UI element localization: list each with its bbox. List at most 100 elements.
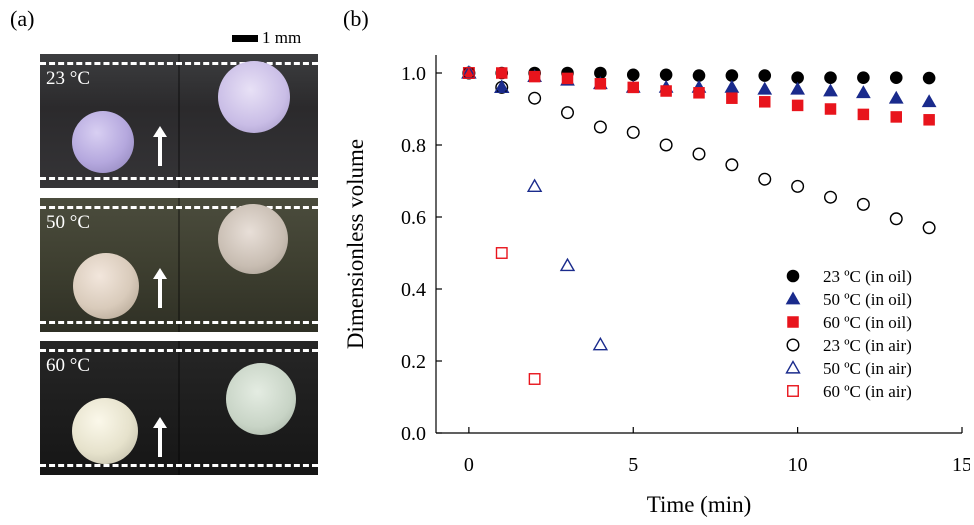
dashed-line-bottom <box>40 321 318 324</box>
legend-marker <box>787 316 799 328</box>
data-point-series-0 <box>857 71 870 84</box>
photo-temperature-label: 23 °C <box>46 68 91 89</box>
data-point-series-3 <box>758 172 772 186</box>
x-axis-title: Time (min) <box>647 492 752 517</box>
y-tick-label: 0.8 <box>401 135 426 157</box>
photo-50c: 50 °C <box>40 198 318 332</box>
data-point-series-2 <box>594 78 607 90</box>
x-tick-label: 15 <box>952 454 970 476</box>
photo-temperature-label: 50 °C <box>46 212 91 233</box>
data-point-series-3 <box>725 158 739 172</box>
data-point-series-5 <box>462 67 475 79</box>
legend-label: 50 ºC (in air) <box>823 359 912 378</box>
legend-marker <box>786 338 800 352</box>
dashed-line-bottom <box>40 177 318 180</box>
data-point-series-2 <box>561 72 574 85</box>
droplet-after <box>218 61 290 133</box>
data-point-series-0 <box>725 69 739 82</box>
data-point-series-0 <box>626 68 640 82</box>
legend-label: 23 ºC (in air) <box>823 336 912 355</box>
x-tick-label: 0 <box>464 454 474 476</box>
data-point-series-4 <box>526 178 543 192</box>
dashed-line-top <box>40 206 318 209</box>
y-axis-title: Dimensionless volume <box>343 139 368 349</box>
data-point-series-2 <box>791 99 804 112</box>
legend-marker <box>786 269 800 283</box>
data-point-series-2 <box>528 70 541 83</box>
data-point-series-1 <box>757 81 773 95</box>
y-tick-label: 0.0 <box>401 423 426 445</box>
data-point-series-4 <box>592 336 609 351</box>
legend-marker <box>785 291 801 305</box>
y-tick-label: 1.0 <box>401 63 426 85</box>
scale-bar-line <box>232 34 258 42</box>
data-point-series-3 <box>626 125 640 139</box>
data-point-series-3 <box>922 221 936 235</box>
y-tick-label: 0.6 <box>401 207 426 229</box>
data-point-series-2 <box>627 81 639 94</box>
photo-divider <box>178 54 180 188</box>
dashed-line-top <box>40 62 318 65</box>
droplet-after <box>218 204 288 274</box>
data-point-series-4 <box>559 257 576 272</box>
photo-temperature-label: 60 °C <box>46 355 91 376</box>
droplet-before <box>73 253 139 319</box>
legend-label: 60 ºC (in oil) <box>823 313 912 332</box>
legend-label: 60 ºC (in air) <box>823 382 912 401</box>
data-point-series-2 <box>693 87 705 99</box>
data-point-series-2 <box>923 114 935 126</box>
data-point-series-3 <box>593 120 607 134</box>
photo-divider <box>178 341 180 475</box>
droplet-before <box>72 111 134 173</box>
data-point-series-1 <box>856 85 871 99</box>
data-point-series-2 <box>824 103 837 115</box>
data-point-series-2 <box>660 85 672 97</box>
scale-bar: 1 mm <box>232 28 301 48</box>
x-tick-label: 10 <box>788 454 808 476</box>
data-point-series-0 <box>659 68 673 82</box>
data-point-series-2 <box>890 111 902 123</box>
legend-label: 23 ºC (in oil) <box>823 267 912 286</box>
data-point-series-1 <box>823 83 838 97</box>
data-point-series-0 <box>692 69 706 82</box>
data-point-series-1 <box>790 81 805 95</box>
data-point-series-0 <box>824 71 837 84</box>
photo-divider <box>178 198 180 332</box>
droplet-before <box>72 398 138 464</box>
data-point-series-3 <box>560 106 574 120</box>
data-point-series-3 <box>659 138 673 152</box>
data-point-series-3 <box>528 91 542 105</box>
volume-scatter-chart: 0 5 10 15 0.0 0.2 0.4 0.6 0.8 1.0 Time (min) Dimens… <box>343 55 970 517</box>
data-point-series-3 <box>824 190 838 204</box>
droplet-after <box>226 363 296 435</box>
data-point-series-0 <box>758 69 772 82</box>
data-point-series-2 <box>496 67 508 79</box>
legend-label: 50 ºC (in oil) <box>823 290 912 309</box>
x-tick-label: 5 <box>628 454 638 476</box>
data-point-series-2 <box>759 96 771 108</box>
y-tick-label: 0.2 <box>401 351 426 373</box>
panel-b-label: (b) <box>343 6 369 31</box>
photo-23c: 23 °C <box>40 54 318 188</box>
data-point-series-4 <box>494 79 510 93</box>
data-point-series-1 <box>888 90 904 104</box>
data-point-series-1 <box>921 94 937 108</box>
data-point-series-3 <box>889 212 903 226</box>
data-point-series-3 <box>856 197 870 211</box>
data-point-series-2 <box>726 92 738 104</box>
data-point-series-5 <box>495 247 508 259</box>
legend-marker <box>785 360 801 374</box>
dashed-line-bottom <box>40 464 318 467</box>
scale-bar-label: 1 mm <box>262 28 302 47</box>
data-point-series-1 <box>724 79 740 93</box>
photo-60c: 60 °C <box>40 341 318 475</box>
legend-marker <box>787 385 799 397</box>
y-tick-label: 0.4 <box>401 279 426 301</box>
dashed-line-top <box>40 349 318 352</box>
panel-a-label: (a) <box>10 6 35 31</box>
data-point-series-3 <box>791 179 805 193</box>
data-point-series-0 <box>922 71 936 85</box>
data-point-series-2 <box>857 108 870 121</box>
data-point-series-5 <box>528 373 541 385</box>
data-point-series-3 <box>692 147 706 161</box>
